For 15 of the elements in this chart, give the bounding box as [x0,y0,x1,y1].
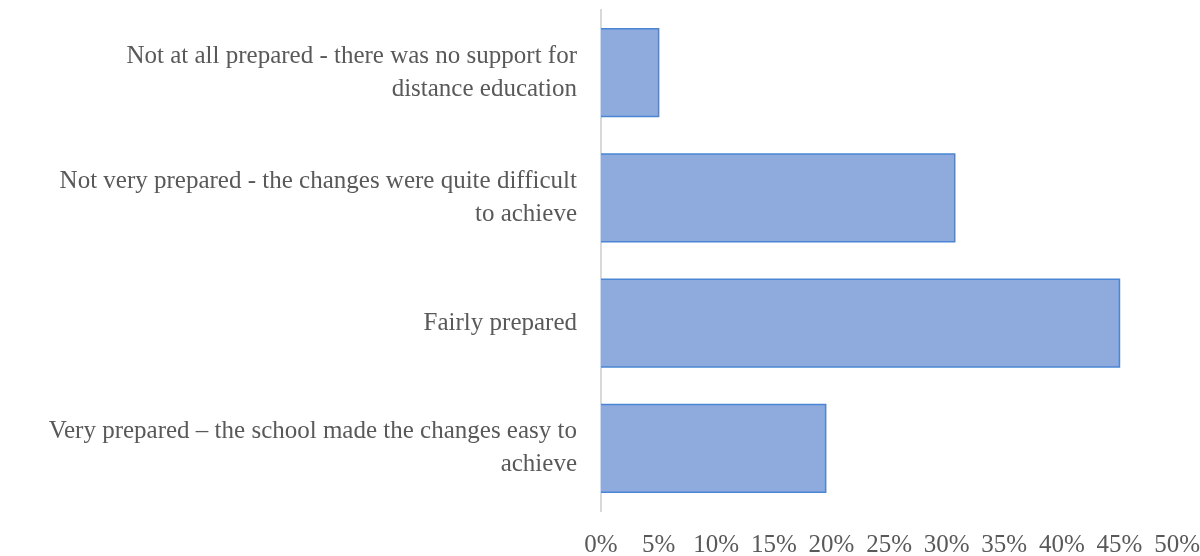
x-tick-label: 35% [981,529,1028,556]
x-tick-label: 25% [866,529,912,556]
x-tick-label: 15% [750,529,797,556]
y-tick-label: Fairly prepared [423,307,578,335]
y-tick-label: Very prepared – the school made the changes easy to achieve [48,416,577,477]
x-tick-label: 0% [584,529,618,556]
x-tick-label: 20% [808,529,855,556]
x-tick-label: 40% [1038,529,1085,556]
x-tick-label: 5% [641,529,676,556]
y-tick-label: Not at all prepared - there was no support for distance education [126,40,578,101]
x-tick-label: 30% [923,529,970,556]
y-tick-label: Not very prepared - the changes were quite difficult to achieve [59,165,578,226]
x-tick-label: 50% [1154,529,1200,556]
x-tick-label: 10% [693,529,740,556]
x-tick-label: 45% [1096,529,1143,556]
